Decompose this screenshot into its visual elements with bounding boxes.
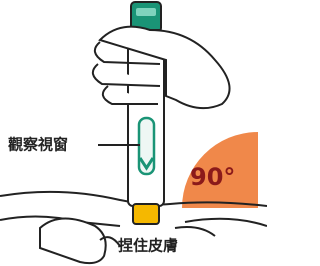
pinch-label: 捏住皮膚 [118,237,178,255]
skin-fold [185,219,267,226]
cap-highlight [136,8,156,16]
pen-base [133,204,159,224]
illustration: 觀察視窗 90° 捏住皮膚 [0,0,267,266]
angle-label: 90° [190,163,235,191]
finger-line [175,227,215,236]
finger [40,218,106,263]
window-label: 觀察視窗 [8,136,68,154]
